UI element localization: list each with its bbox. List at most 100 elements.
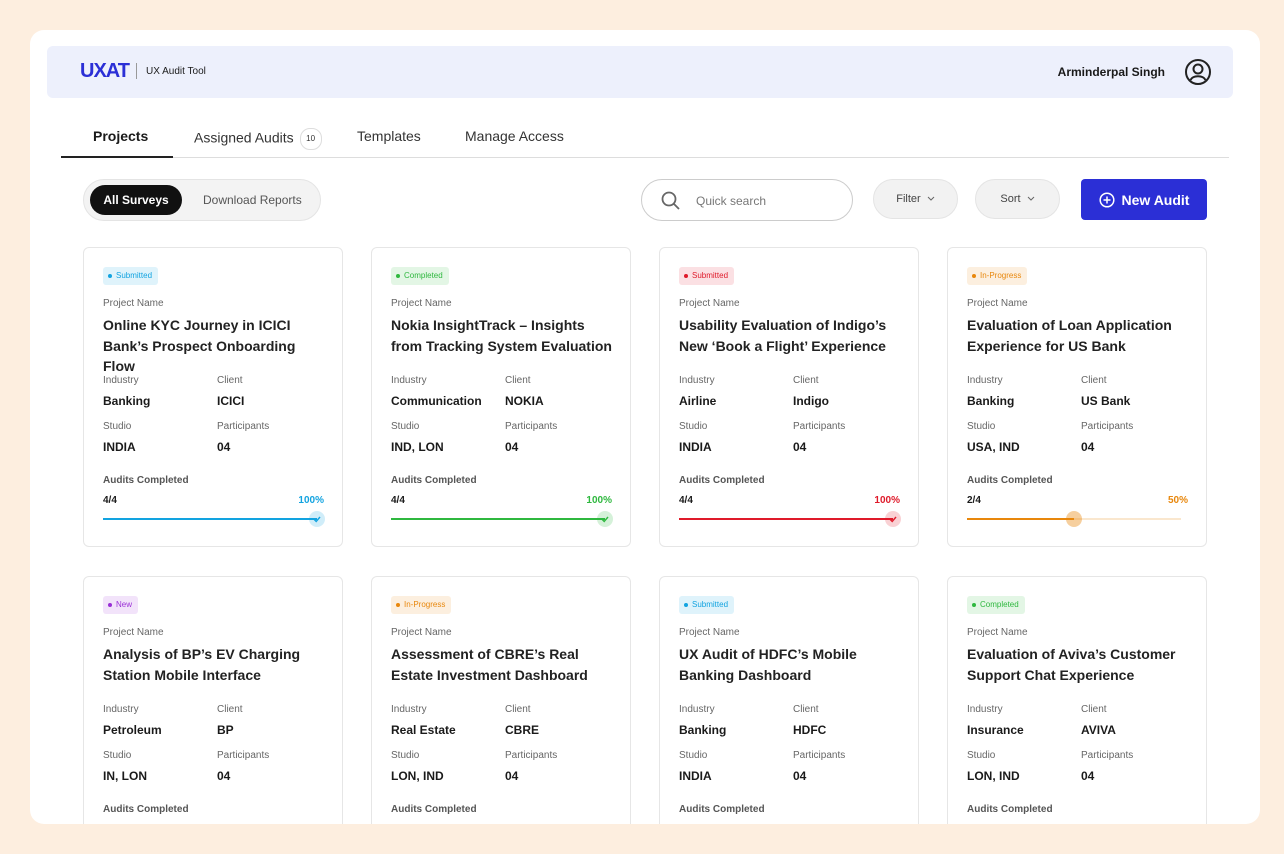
field-value: Petroleum [103,723,162,737]
field-label: Studio [679,421,708,432]
field-value: NOKIA [505,394,544,408]
project-card[interactable]: In-Progress Project Name Assessment of CBR… [371,576,631,824]
search-box[interactable]: Quick search [641,179,853,221]
field-label: Client [793,375,819,386]
check-icon [889,516,897,523]
tab-label: Templates [357,128,421,144]
search-placeholder: Quick search [696,194,767,208]
user-avatar[interactable] [1184,58,1212,86]
check-icon [601,516,609,523]
filter-label: Filter [896,193,921,205]
field-value: USA, IND [967,440,1020,454]
field-value: ICICI [217,394,245,408]
progress-fill [679,518,893,520]
field-value: 04 [793,440,807,454]
project-title: Analysis of BP’s EV Charging Station Mob… [103,646,301,683]
field-label: Project Name [967,627,1028,638]
completed-count: 4/4 [391,495,405,506]
field-label: Industry [103,704,139,715]
field-label: Industry [391,375,427,386]
user-name[interactable]: Arminderpal Singh [1057,65,1165,79]
field-value: Communication [391,394,482,408]
field-value: Banking [679,723,727,737]
project-card[interactable]: New Project Name Analysis of BP’s EV Charg… [83,576,343,824]
progress-fill [391,518,605,520]
status-badge: Submitted [679,596,735,614]
new-audit-label: New Audit [1121,191,1190,208]
field-value: US Bank [1081,394,1131,408]
field-label: Industry [967,375,1003,386]
field-label: Studio [391,421,420,432]
tab[interactable]: Projects [93,128,148,144]
project-card[interactable]: Completed Project Name Evaluation of Aviva… [947,576,1207,824]
progress-knob [1066,511,1082,527]
field-label: Participants [505,421,558,432]
field-label: Client [793,704,819,715]
field-value: Indigo [793,394,829,408]
project-card[interactable]: Submitted Project Name Usability Evaluatio… [659,247,919,547]
new-audit-button[interactable]: New Audit [1081,179,1207,220]
tab[interactable]: Assigned Audits 10 [194,128,322,150]
field-value: CBRE [505,723,540,737]
field-value: LON, IND [391,769,444,783]
field-label: Participants [1081,750,1134,761]
field-label: Audits Completed [103,475,189,486]
field-label: Participants [793,750,846,761]
tab[interactable]: Manage Access [465,128,564,144]
progress-knob [885,511,901,527]
status-badge: In-Progress [391,596,452,614]
filter-button[interactable]: Filter [873,179,958,219]
field-label: Industry [967,704,1003,715]
field-label: Client [1081,704,1107,715]
field-label: Client [1081,375,1107,386]
divider [136,63,137,79]
field-value: BP [217,723,234,737]
field-value: Real Estate [391,723,456,737]
field-label: Project Name [103,627,164,638]
project-card[interactable]: Submitted Project Name Online KYC Journey … [83,247,343,547]
project-title: UX Audit of HDFC’s Mobile Banking Dashbo… [679,646,857,683]
field-label: Industry [679,704,715,715]
field-label: Studio [103,750,132,761]
panel: UXAT UX Audit Tool Arminderpal Singh All… [30,30,1260,824]
project-card[interactable]: In-Progress Project Name Evaluation of Loa… [947,247,1207,547]
project-card[interactable]: Submitted Project Name UX Audit of HDFC’s … [659,576,919,824]
field-label: Industry [391,704,427,715]
field-value: Airline [679,394,717,408]
logo: UXAT [80,60,130,82]
progress-label: 100% [874,495,900,506]
status-badge: Submitted [679,267,735,285]
sort-button[interactable]: Sort [975,179,1060,219]
field-label: Industry [679,375,715,386]
field-label: Studio [967,750,996,761]
field-label: Audits Completed [967,804,1053,815]
field-label: Participants [505,750,558,761]
progress-label: 50% [1167,495,1188,506]
toggle-option[interactable]: Download Reports [203,193,302,207]
tab[interactable]: Templates [357,128,421,144]
project-card[interactable]: Completed Project Name Nokia InsightTrack … [371,247,631,547]
completed-count: 2/4 [967,495,981,506]
status-badge: Completed [391,267,449,285]
field-label: Client [217,375,243,386]
field-label: Project Name [103,298,164,309]
completed-count: 4/4 [103,495,117,506]
field-label: Client [217,704,243,715]
field-value: 04 [505,440,519,454]
field-value: 04 [793,769,807,783]
project-title: Usability Evaluation of Indigo’s New ‘Bo… [679,317,887,354]
field-value: 04 [1081,440,1095,454]
view-toggle: All Surveys Download Reports [83,179,321,221]
field-value: 04 [217,440,231,454]
field-label: Studio [103,421,132,432]
field-label: Participants [217,750,270,761]
field-label: Project Name [679,298,740,309]
field-value: INDIA [679,440,712,454]
progress-fill [103,518,317,520]
tab-label: Assigned Audits [194,129,294,146]
field-label: Audits Completed [103,804,189,815]
field-label: Studio [679,750,708,761]
toggle-option[interactable]: All Surveys [90,185,182,215]
status-badge: Completed [967,596,1025,614]
